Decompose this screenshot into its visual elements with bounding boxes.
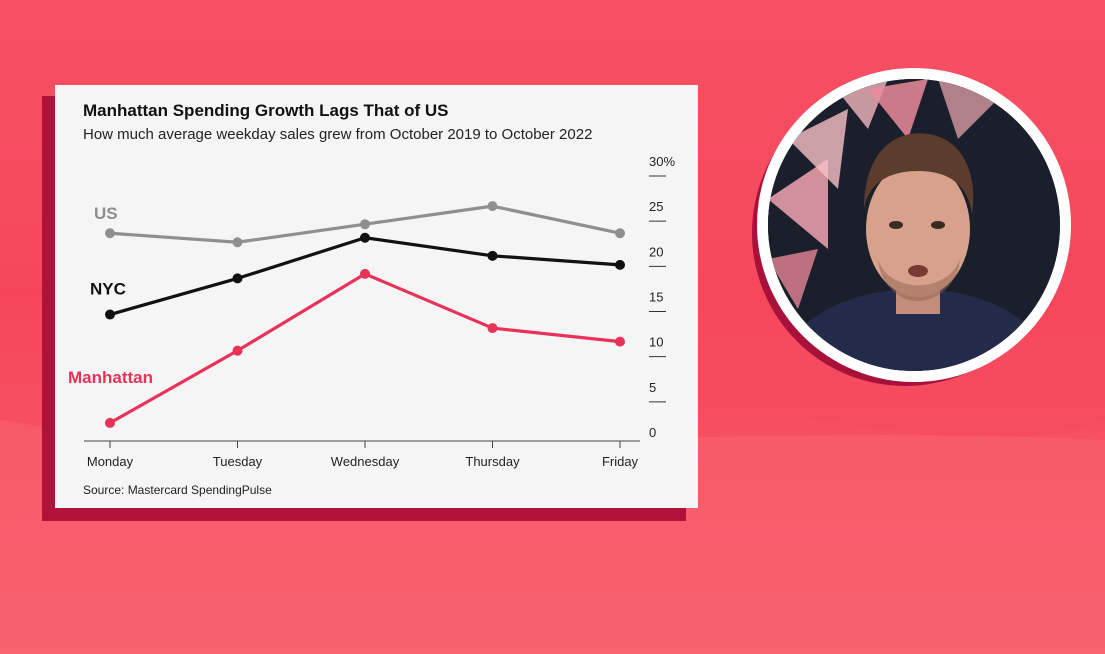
data-point-us [232,237,243,248]
presenter-photo [768,79,1060,371]
y-tick-label: 10 [649,335,663,350]
x-tick-label: Tuesday [213,454,263,469]
y-tick-label: 30% [649,154,675,169]
x-tick-label: Wednesday [331,454,400,469]
data-point-manhattan [615,336,625,347]
data-point-nyc [360,232,370,243]
y-tick-label: 15 [649,290,663,305]
data-point-us [487,201,498,212]
data-point-manhattan [232,345,243,356]
data-point-us [105,228,115,239]
presenter-photo-icon [768,79,1060,371]
data-point-nyc [615,259,625,270]
chart-source: Source: Mastercard SpendingPulse [83,483,272,497]
x-tick-label: Monday [87,454,134,469]
data-point-nyc [487,250,498,261]
series-label-us: US [94,204,118,223]
y-tick-label: 0 [649,425,656,440]
y-tick-label: 20 [649,244,663,259]
data-point-manhattan [105,417,115,428]
data-point-manhattan [487,323,498,334]
chart-title: Manhattan Spending Growth Lags That of U… [83,101,449,120]
data-point-manhattan [360,268,370,279]
data-point-us [615,228,625,239]
data-point-us [360,219,370,230]
chart-subtitle: How much average weekday sales grew from… [83,126,593,143]
x-tick-label: Thursday [465,454,520,469]
data-point-nyc [232,273,243,284]
series-line-manhattan [109,272,621,425]
x-tick-label: Friday [602,454,639,469]
series-label-nyc: NYC [90,280,126,299]
series-label-manhattan: Manhattan [68,368,153,387]
y-tick-label: 25 [649,199,663,214]
data-point-nyc [105,309,115,320]
chart-card [55,85,698,508]
y-tick-label: 5 [649,380,656,395]
